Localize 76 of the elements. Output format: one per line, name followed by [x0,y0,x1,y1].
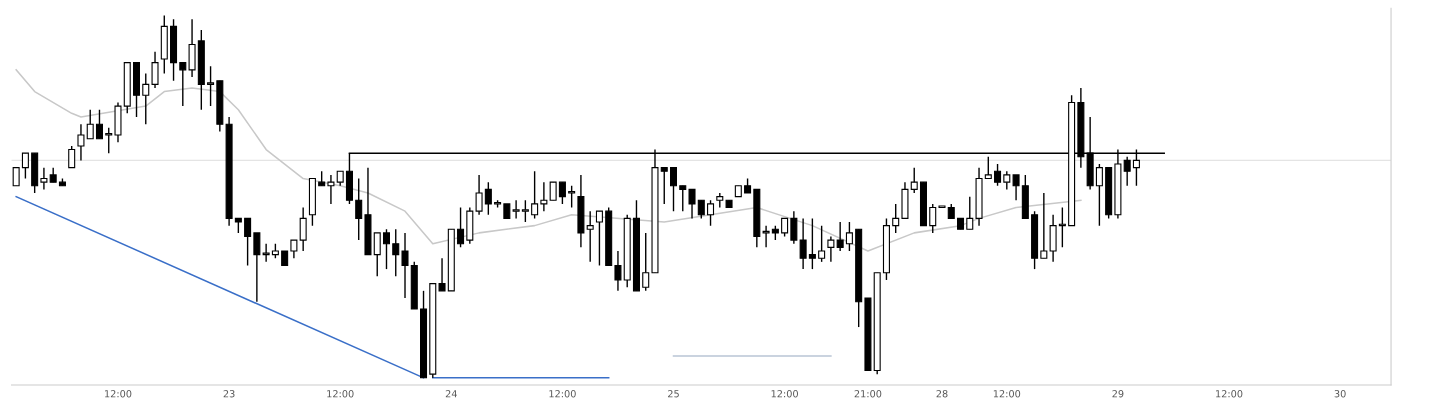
candlestick [373,232,381,278]
candlestick [984,156,992,180]
candlestick [484,181,492,216]
candlestick [105,127,113,154]
x-tick-label: 23 [223,390,235,398]
candlestick [558,181,566,205]
candlestick [40,166,48,191]
candlestick [827,235,835,263]
x-tick-label: 12:00 [549,390,576,398]
candlestick [21,152,29,180]
candlestick [540,181,548,212]
candlestick [697,199,705,220]
candlestick [475,174,483,216]
candlestick [669,166,678,212]
candlestick [299,206,307,252]
candlestick [568,185,576,209]
candlestick [95,109,103,140]
candlestick [688,188,696,220]
candlestick [790,210,798,245]
candlestick [679,185,687,212]
candlestick [355,177,363,241]
candlestick [586,210,594,263]
candlestick [382,228,391,270]
candlestick [521,199,529,223]
candlestick [994,163,1002,187]
candlestick [392,228,400,278]
candlestick [910,166,918,194]
x-tick-label: 12:00 [771,390,798,398]
candlestick [151,51,159,89]
x-tick-label: 12:00 [327,390,354,398]
candlestick [1003,170,1011,191]
candlestick [595,210,603,267]
candlestick [892,203,900,234]
candlestick [244,217,252,267]
candlestick [86,109,94,140]
x-tick-label: 12:00 [1216,390,1243,398]
candlestick [531,170,539,220]
candlestick [799,217,807,270]
candlestick [836,221,844,252]
candlestick [762,224,770,249]
candlestick [966,195,974,230]
candlestick [401,232,409,299]
candlestick [1095,163,1103,227]
candlestick [929,203,937,234]
candlestick [179,61,187,107]
x-tick-label: 24 [445,390,457,398]
x-tick-label: 21:00 [854,390,882,398]
candlestick [438,257,446,292]
x-tick-label: 30 [1334,390,1346,398]
x-tick-label: 28 [936,390,948,398]
candlestick [1040,192,1048,259]
x-tick-label: 25 [668,390,679,398]
candlestick [68,145,76,169]
candlestick [781,217,789,238]
candlestick [457,206,465,249]
candlestick [512,199,520,220]
candlestick [142,72,150,125]
x-tick-label: 29 [1112,390,1124,398]
x-tick-label: 12:00 [105,390,132,398]
candlestick [549,181,557,201]
candlestick [707,199,715,227]
candlestick [290,239,298,259]
candlestick [818,224,826,263]
x-tick-label: 12:00 [993,390,1021,398]
candlestick [12,166,20,187]
candlestick [614,250,622,292]
candlestick [1123,156,1131,187]
candlestick [253,232,261,303]
candlestick [845,221,853,252]
candlestick [327,174,335,205]
candlestick [642,232,650,292]
candlestick [660,166,668,205]
candlestick [77,123,85,162]
candlestick [1012,174,1020,201]
candlestick [808,217,816,270]
candlestick [207,65,215,107]
